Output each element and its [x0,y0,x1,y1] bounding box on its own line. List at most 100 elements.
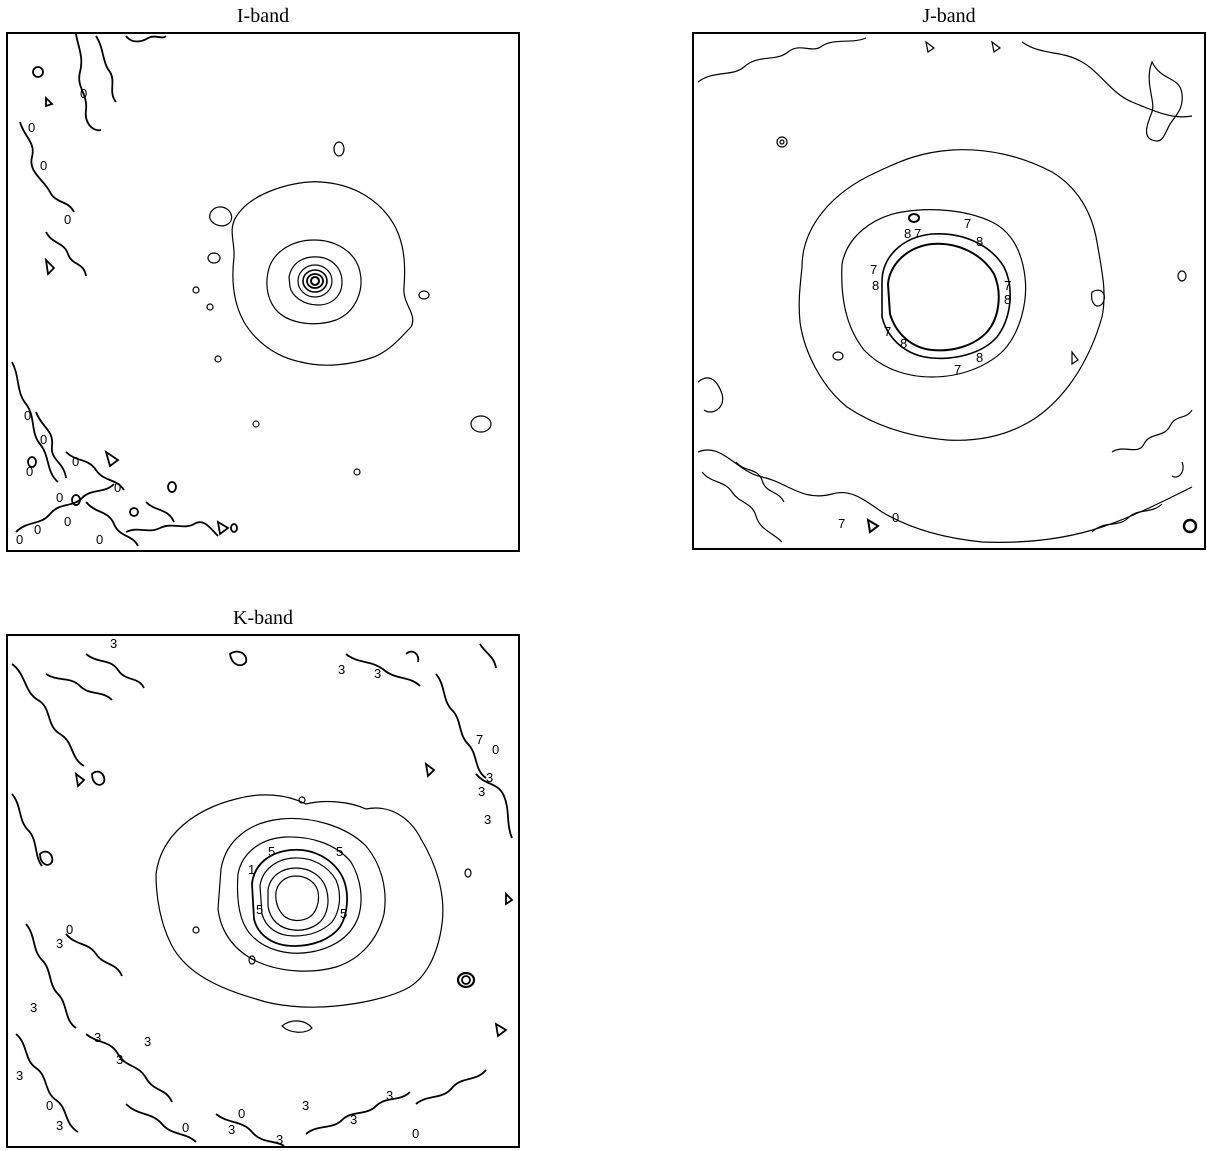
contour-line [85,1033,173,1103]
contour-plot: 3 3 3 3 3 0 3 3 5 5 5 5 1 3 3 0 3 3 3 3 [6,634,520,1148]
contour-line [415,1069,487,1105]
contour-line [155,794,444,1008]
contour-line [11,663,85,767]
contour-line [1071,350,1079,366]
contour-label: 8 [1004,292,1011,307]
contour-line [697,377,724,413]
contour-line [925,40,936,53]
contour-label: 5 [340,906,347,921]
contour-line [908,213,920,223]
contour-label: 0 [182,1120,189,1135]
contour-line [297,264,333,298]
contour-label: 0 [40,432,47,447]
contour-line [125,1103,197,1143]
contour-label: 0 [492,742,499,757]
contour-line [841,209,1027,378]
contour-line [1145,60,1183,142]
contour-map: 0 0 0 0 0 0 0 0 0 0 0 0 0 0 [6,32,520,552]
contour-line [229,650,248,667]
contour-label: 0 [28,120,35,135]
contour-label: 3 [228,1122,235,1137]
contour-label: 3 [484,812,491,827]
contour-label: 0 [26,464,33,479]
contour-label: 7 [954,362,961,377]
contour-label: 3 [374,666,381,681]
contour-line [125,35,167,43]
contour-line [248,955,256,965]
contour-label: 0 [72,454,79,469]
contour-line [697,449,1193,543]
contour-plot: 7 8 7 8 7 8 8 7 8 7 8 7 0 7 [692,32,1206,550]
contour-line [735,461,785,503]
contour-line [697,37,867,83]
contour-line [207,252,221,264]
contour-line [461,975,471,985]
contour-line [866,518,880,534]
contour-label: 8 [900,336,907,351]
contour-line [1091,289,1105,307]
contour-line [832,351,844,361]
contour-line [405,650,420,663]
contour-line [231,181,414,366]
contour-line [701,471,783,543]
contour-label: 8 [872,278,879,293]
contour-label: 3 [110,636,117,651]
panel-title: I-band [236,5,290,27]
contour-line [65,933,123,977]
panel-title: K-band [233,607,293,629]
contour-line [266,239,362,325]
contour-label: 0 [114,480,121,495]
contour-line [333,141,345,157]
plot-frame [692,32,1206,550]
contour-line [27,456,37,468]
contour-line [259,857,341,937]
contour-plot: 0 0 0 0 0 0 0 0 0 0 0 0 0 0 [6,32,520,552]
contour-line [252,420,260,428]
contour-line [267,867,329,931]
contour-line [32,66,44,78]
contour-line [15,1033,79,1133]
contour-line [35,411,67,479]
contour-label: 3 [276,1132,283,1147]
contour-line [470,415,492,433]
contour-label: 3 [386,1088,393,1103]
panel-j-band: J-band [692,4,1206,552]
panel-title: J-band [922,5,976,27]
contour-line [74,771,86,788]
contour-line [95,35,117,103]
contour-label: 7 [870,262,877,277]
contour-line [779,139,785,145]
contour-line [125,521,219,537]
contour-label: 3 [94,1030,101,1045]
contour-label: 7 [964,216,971,231]
contour-label: 5 [256,902,263,917]
contour-line [167,481,177,493]
contour-line [236,836,362,954]
contour-line [1182,518,1198,534]
contour-line [91,770,106,786]
contour-label: 3 [116,1052,123,1067]
contour-line [209,206,233,227]
contour-label: 3 [478,784,485,799]
contour-line [464,868,472,878]
contour-map: 3 3 3 3 3 0 3 3 5 5 5 5 1 3 3 0 3 3 3 3 [6,634,520,1148]
contour-label: 3 [350,1112,357,1127]
contour-line [776,136,788,148]
contour-label: 5 [336,844,343,859]
contour-label: 1 [248,862,255,877]
contour-line [886,242,1000,352]
contour-label: 0 [34,522,41,537]
contour-label: 0 [80,86,87,101]
contour-label: 7 [476,732,483,747]
contour-line [456,971,476,989]
contour-line [1171,461,1184,478]
contour-line [85,653,145,689]
contour-label: 7 [1004,278,1011,293]
contour-label: 8 [976,234,983,249]
contour-label: 0 [16,532,23,547]
contour-line [494,1022,508,1038]
contour-label: 0 [46,1098,53,1113]
contour-line [45,231,87,277]
contour-label: 3 [56,1118,63,1133]
contour-label: 0 [56,490,63,505]
